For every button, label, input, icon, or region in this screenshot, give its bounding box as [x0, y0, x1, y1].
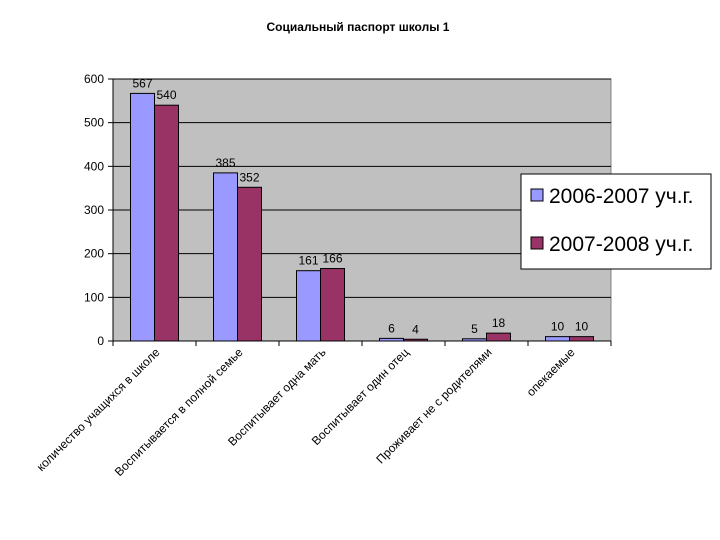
data-label: 385 [215, 156, 235, 170]
legend-swatch [530, 188, 544, 202]
bar [545, 336, 570, 342]
chart-title: Социальный паспорт школы 1 [267, 20, 450, 34]
data-label: 5 [471, 322, 478, 336]
data-label: 567 [132, 76, 152, 90]
y-tick-label: 400 [84, 159, 104, 173]
legend-swatch [530, 236, 544, 250]
bar [237, 186, 262, 342]
bar [320, 268, 345, 342]
y-tick-label: 200 [84, 247, 104, 261]
data-label: 6 [388, 321, 395, 335]
bar [569, 336, 594, 342]
bar [486, 332, 511, 342]
data-label: 10 [575, 320, 589, 334]
legend-label: 2007-2008 уч.г. [549, 233, 693, 256]
bar [213, 172, 238, 342]
legend-label: 2006-2007 уч.г. [549, 185, 693, 208]
y-tick-label: 300 [84, 203, 104, 217]
legend-box [520, 173, 712, 270]
bar [296, 270, 321, 342]
bars [130, 92, 594, 342]
legend: 2006-2007 уч.г. 2007-2008 уч.г. [520, 173, 712, 270]
data-label: 352 [239, 170, 259, 184]
bar [130, 92, 155, 342]
data-label: 540 [156, 88, 176, 102]
data-label: 161 [298, 254, 318, 268]
y-tick-label: 500 [84, 116, 104, 130]
y-tick-label: 600 [84, 72, 104, 86]
axes [108, 78, 612, 346]
data-label: 166 [322, 252, 342, 266]
y-tick-label: 100 [84, 290, 104, 304]
data-label: 4 [412, 322, 419, 336]
data-label: 10 [551, 320, 565, 334]
data-label: 18 [492, 316, 506, 330]
x-category-label: опекаемые [524, 345, 578, 399]
bar [154, 104, 179, 342]
y-tick-label: 0 [97, 334, 104, 348]
